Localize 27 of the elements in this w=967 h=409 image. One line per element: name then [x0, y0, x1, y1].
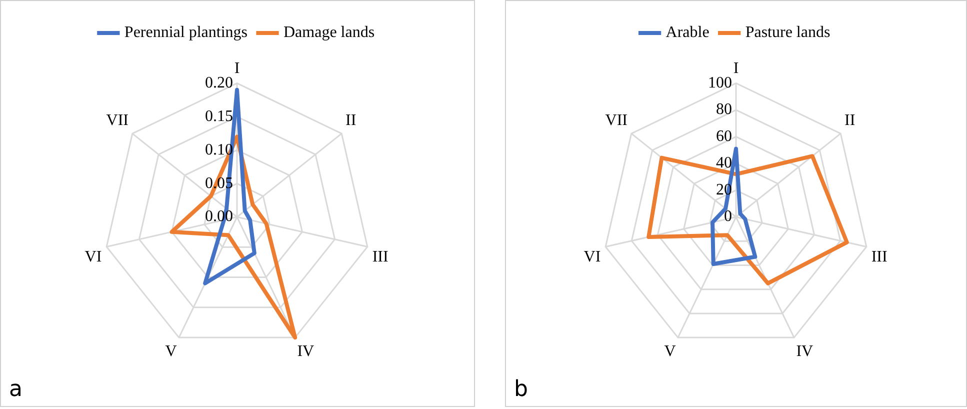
- spoke-label: III: [372, 248, 388, 266]
- text: a: [9, 377, 22, 402]
- spoke-label: II: [346, 112, 356, 130]
- legend-label: Damage lands: [284, 24, 375, 42]
- y-tick-label: 0.15: [205, 108, 233, 125]
- legend-label: Pasture lands: [745, 24, 830, 42]
- spoke-label: II: [844, 112, 856, 130]
- spoke-label: V: [165, 342, 178, 360]
- spoke-label: I: [733, 60, 739, 77]
- spoke-label: VI: [84, 248, 102, 266]
- y-tick-label: 100: [708, 74, 732, 92]
- y-tick-label: 40: [716, 154, 732, 172]
- spoke-label: I: [234, 60, 240, 77]
- spoke-label: IV: [796, 342, 814, 360]
- legend-label: Perennial plantings: [124, 24, 248, 42]
- spoke-label: III: [871, 248, 888, 266]
- spoke-label: VII: [605, 112, 628, 130]
- spoke-label: VII: [106, 112, 128, 130]
- spoke-label: VI: [584, 248, 601, 266]
- legend-label: Arable: [666, 24, 710, 42]
- y-tick-label: 60: [716, 128, 732, 145]
- y-tick-label: 80: [716, 101, 732, 118]
- spoke-label: V: [664, 342, 676, 360]
- text: b: [514, 377, 528, 402]
- y-tick-label: 0: [724, 208, 732, 226]
- spoke-label: IV: [297, 342, 315, 360]
- y-tick-label: 0.20: [205, 74, 233, 92]
